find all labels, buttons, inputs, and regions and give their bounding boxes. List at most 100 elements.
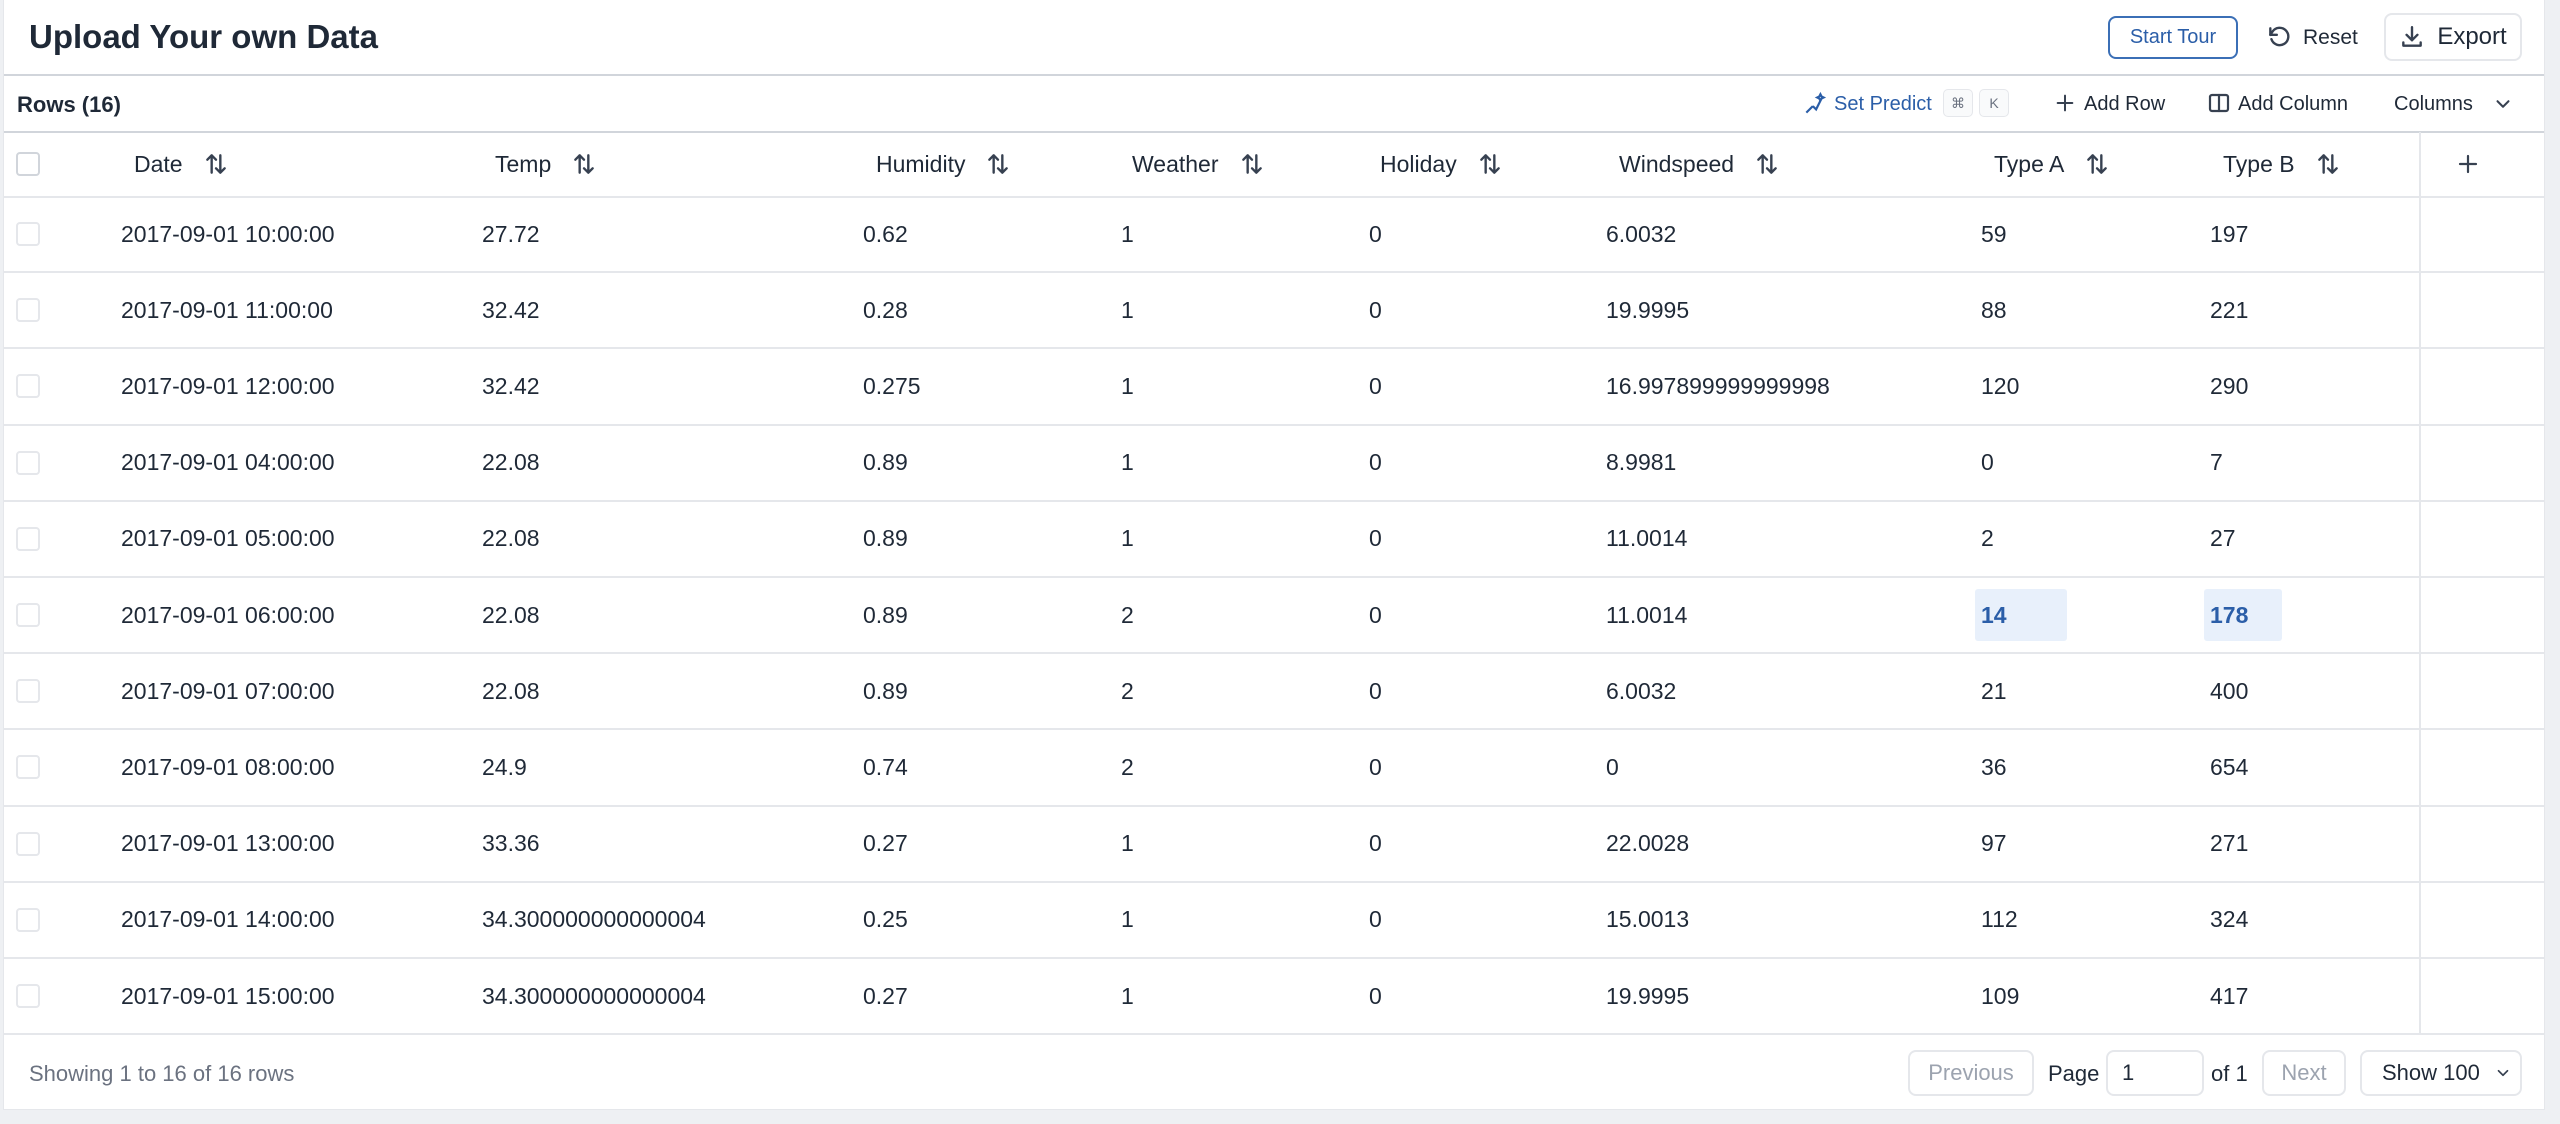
chevron-icon xyxy=(2496,100,2510,108)
table-cell: 0 xyxy=(1369,830,1382,857)
row-checkbox[interactable] xyxy=(16,755,40,780)
table-cell: 2017-09-01 04:00:00 xyxy=(121,449,335,476)
add-row-button[interactable]: Add Row xyxy=(2084,93,2166,115)
export-icon xyxy=(2402,26,2423,47)
table-cell: 34.300000000000004 xyxy=(482,906,706,933)
table-cell: 1 xyxy=(1121,372,1134,399)
column-header[interactable]: Windspeed xyxy=(1619,132,1780,196)
table-cell: 0 xyxy=(1369,525,1382,552)
set-predict-button[interactable]: Set Predict xyxy=(1834,93,1932,115)
column-title: Weather xyxy=(1132,150,1219,177)
row-divider xyxy=(4,196,2544,198)
column-header[interactable]: Type B xyxy=(2223,132,2341,196)
table-cell: 112 xyxy=(1981,906,2018,933)
table-cell: 0.89 xyxy=(863,449,908,476)
row-checkbox[interactable] xyxy=(16,450,40,475)
table-cell: 0 xyxy=(1369,296,1382,323)
column-header[interactable]: Type A xyxy=(1994,132,2110,196)
column-header[interactable]: Date xyxy=(134,132,229,196)
column-header[interactable]: Weather xyxy=(1132,132,1265,196)
column-header[interactable]: Temp xyxy=(495,132,597,196)
table-cell: 34.300000000000004 xyxy=(482,982,706,1009)
table-cell: 1 xyxy=(1121,449,1134,476)
row-checkbox[interactable] xyxy=(16,603,40,627)
table-cell: 32.42 xyxy=(482,372,540,399)
table-cell: 2017-09-01 06:00:00 xyxy=(121,601,335,628)
table-cell: 120 xyxy=(1981,372,2020,399)
table-cell: 22.08 xyxy=(482,525,540,552)
table-cell: 2017-09-01 15:00:00 xyxy=(121,982,335,1009)
row-checkbox[interactable] xyxy=(16,526,40,551)
table-cell: 0.25 xyxy=(863,906,908,933)
reset-button[interactable]: Reset xyxy=(2303,26,2358,49)
add-column-plus[interactable] xyxy=(2456,152,2480,181)
columns-menu[interactable]: Columns xyxy=(2394,93,2473,115)
sort-icon xyxy=(2087,154,2108,174)
row-checkbox[interactable] xyxy=(16,679,40,704)
table-cell: 0 xyxy=(1369,982,1382,1009)
table-cell: 0.28 xyxy=(863,296,908,323)
table-cell: 33.36 xyxy=(482,830,540,857)
next-button[interactable]: Next xyxy=(2262,1050,2346,1096)
table-cell: 15.0013 xyxy=(1606,906,1690,933)
row-divider xyxy=(4,957,2544,959)
column-title: Type A xyxy=(1994,150,2065,177)
row-divider xyxy=(4,576,2544,578)
table-cell: 27.72 xyxy=(482,220,540,247)
table-cell: 0.89 xyxy=(863,601,908,628)
page-total: of 1 xyxy=(2211,1061,2248,1086)
row-divider xyxy=(4,804,2544,807)
row-divider xyxy=(4,1033,2544,1036)
table-cell: 2 xyxy=(1981,525,1994,552)
page-title: Upload Your own Data xyxy=(29,18,378,55)
table-cell: 88 xyxy=(1981,296,2007,323)
select-all-checkbox[interactable] xyxy=(16,152,40,176)
table-cell: 21 xyxy=(1981,677,2007,704)
table-cell: 0 xyxy=(1606,753,1619,780)
table-cell: 22.08 xyxy=(482,677,540,704)
table-cell: 417 xyxy=(2210,982,2249,1009)
shortcut-key: K xyxy=(1979,89,2009,117)
row-checkbox[interactable] xyxy=(16,831,40,856)
row-divider xyxy=(4,347,2544,350)
page-size-label: Show 100 xyxy=(2382,1060,2480,1085)
table-cell: 0.89 xyxy=(863,677,908,704)
table-cell: 0 xyxy=(1981,449,1994,476)
table-cell: 1 xyxy=(1121,525,1134,552)
page-input[interactable]: 1 xyxy=(2106,1050,2204,1096)
table-cell: 271 xyxy=(2210,830,2249,857)
table-cell: 2017-09-01 13:00:00 xyxy=(121,830,335,857)
table-cell: 36 xyxy=(1981,753,2007,780)
column-title: Temp xyxy=(495,150,552,177)
page-size-select[interactable]: Show 100 xyxy=(2360,1050,2522,1096)
divider xyxy=(4,74,2544,76)
table-cell: 97 xyxy=(1981,830,2007,857)
column-header[interactable]: Humidity xyxy=(876,132,1011,196)
row-checkbox[interactable] xyxy=(16,374,40,399)
table-cell: 2017-09-01 11:00:00 xyxy=(121,296,333,323)
table-cell: 197 xyxy=(2210,220,2249,247)
table-cell: 0 xyxy=(1369,906,1382,933)
row-divider xyxy=(4,271,2544,274)
table-cell: 0.275 xyxy=(863,372,921,399)
column-title: Windspeed xyxy=(1619,150,1735,177)
previous-button[interactable]: Previous xyxy=(1908,1050,2034,1096)
sort-icon xyxy=(1241,154,1262,174)
row-checkbox[interactable] xyxy=(16,222,40,246)
column-title: Type B xyxy=(2223,150,2295,177)
row-checkbox[interactable] xyxy=(16,984,40,1008)
row-checkbox[interactable] xyxy=(16,907,40,932)
export-button[interactable]: Export xyxy=(2384,13,2522,61)
table-cell: 24.9 xyxy=(482,753,527,780)
table-cell: 19.9995 xyxy=(1606,296,1690,323)
column-header[interactable]: Holiday xyxy=(1380,132,1503,196)
row-checkbox[interactable] xyxy=(16,298,40,323)
table-cell: 1 xyxy=(1121,220,1134,247)
export-label: Export xyxy=(2437,23,2507,50)
table-cell: 1 xyxy=(1121,296,1134,323)
start-tour-button[interactable]: Start Tour xyxy=(2108,16,2238,59)
add-column-button[interactable]: Add Column xyxy=(2238,93,2349,115)
table-cell: 109 xyxy=(1981,982,2020,1009)
plus-icon xyxy=(2458,154,2478,174)
